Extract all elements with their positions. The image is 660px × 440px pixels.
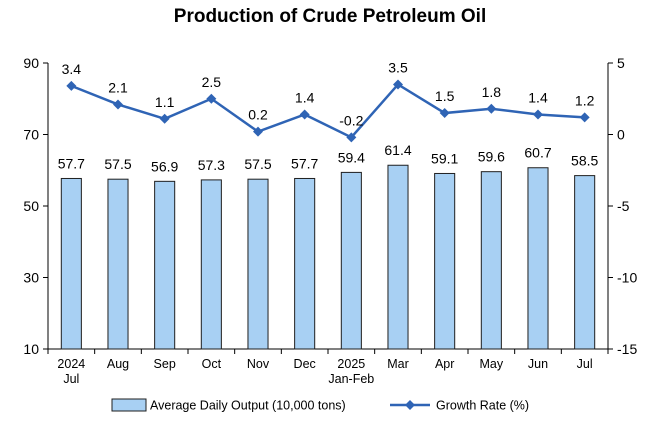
line-data-label: 0.2 xyxy=(248,107,268,123)
x-tick-label: 2024 xyxy=(57,357,85,371)
bar xyxy=(527,167,549,350)
y-left-tick-label: 30 xyxy=(23,270,39,286)
line-point xyxy=(159,113,170,124)
line-data-label: 1.1 xyxy=(155,94,175,110)
bar xyxy=(294,177,316,350)
bar xyxy=(480,171,502,350)
bar-data-label: 60.7 xyxy=(524,145,551,161)
line-point xyxy=(206,93,217,104)
x-tick-label: Jul xyxy=(63,372,79,386)
bar xyxy=(247,178,269,350)
bar xyxy=(60,177,82,350)
line-point xyxy=(393,79,403,90)
line-data-label: 2.1 xyxy=(108,79,128,95)
x-tick-label: Apr xyxy=(435,357,454,371)
bar xyxy=(574,175,596,350)
bar-data-label: 57.7 xyxy=(291,155,318,171)
bar-data-label: 61.4 xyxy=(384,142,411,158)
line-point xyxy=(299,109,310,120)
line-data-label: 2.5 xyxy=(202,74,222,90)
x-tick-label: Jan-Feb xyxy=(328,372,374,386)
x-tick-label: Jul xyxy=(577,357,593,371)
y-right-tick-label: -5 xyxy=(617,198,630,214)
y-left-tick-label: 50 xyxy=(23,198,39,214)
x-tick-label: Oct xyxy=(202,357,222,371)
bar-data-label: 57.5 xyxy=(244,156,271,172)
line-data-label: -0.2 xyxy=(339,112,363,128)
line-point xyxy=(66,80,77,91)
legend-line-marker xyxy=(405,400,415,410)
bar xyxy=(154,180,176,350)
legend-bar-swatch xyxy=(111,398,147,412)
line-point xyxy=(486,103,497,114)
bar xyxy=(200,179,222,350)
bar-data-label: 57.7 xyxy=(58,155,85,171)
bar-data-label: 57.3 xyxy=(198,157,225,173)
line-point xyxy=(533,109,543,120)
bar-data-label: 56.9 xyxy=(151,158,178,174)
y-right-tick-label: -10 xyxy=(617,270,637,286)
x-tick-label: Aug xyxy=(107,357,129,371)
y-right-tick-label: 0 xyxy=(617,127,625,143)
y-left-tick-label: 10 xyxy=(23,341,39,357)
bar-data-label: 58.5 xyxy=(571,153,598,169)
x-tick-label: Dec xyxy=(294,357,316,371)
bar xyxy=(434,172,456,350)
line-data-label: 1.8 xyxy=(482,84,502,100)
line-data-label: 1.4 xyxy=(528,89,548,105)
y-right-tick-label: 5 xyxy=(617,55,625,71)
x-tick-label: 2025 xyxy=(337,357,365,371)
chart-title: Production of Crude Petroleum Oil xyxy=(173,6,487,27)
line-data-label: 1.5 xyxy=(435,88,455,104)
legend-line-label: Growth Rate (%) xyxy=(436,399,529,413)
bar-data-label: 59.4 xyxy=(338,149,365,165)
bar xyxy=(387,164,409,350)
line-data-label: 1.4 xyxy=(295,89,315,105)
x-tick-label: Mar xyxy=(387,357,409,371)
line-data-label: 3.4 xyxy=(62,61,82,77)
bar xyxy=(107,178,129,350)
line-data-label: 3.5 xyxy=(388,59,408,75)
y-left-tick-label: 90 xyxy=(23,55,39,71)
y-left-tick-label: 70 xyxy=(23,127,39,143)
line-data-label: 1.2 xyxy=(575,92,595,108)
legend-bar-label: Average Daily Output (10,000 tons) xyxy=(150,399,346,413)
bar-data-label: 59.6 xyxy=(478,149,505,165)
x-tick-label: May xyxy=(480,357,504,371)
bar xyxy=(340,171,362,350)
line-point xyxy=(579,112,590,123)
y-right-tick-label: -15 xyxy=(617,341,637,357)
growth-rate-line xyxy=(70,82,585,139)
line-point xyxy=(113,99,123,110)
line-point xyxy=(439,108,450,119)
line-point xyxy=(253,126,263,137)
x-tick-label: Sep xyxy=(154,357,176,371)
bar-data-label: 59.1 xyxy=(431,150,458,166)
x-tick-label: Nov xyxy=(247,357,270,371)
x-tick-label: Jun xyxy=(528,357,548,371)
bar-data-label: 57.5 xyxy=(104,156,131,172)
line-point xyxy=(346,132,357,143)
